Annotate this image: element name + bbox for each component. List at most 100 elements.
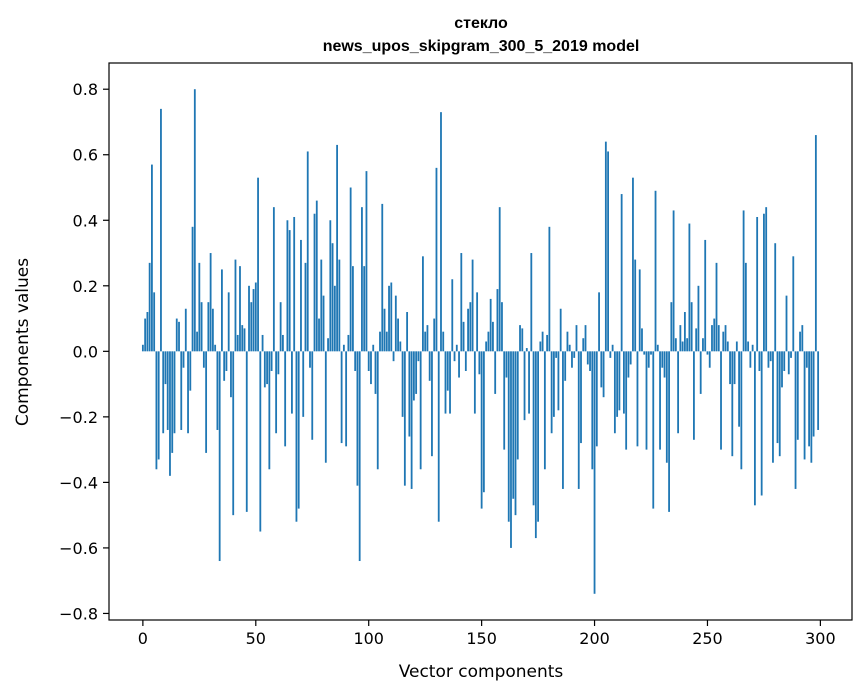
y-tick-label: 0.8 <box>73 80 98 99</box>
bar <box>645 351 648 450</box>
bar <box>318 318 320 352</box>
bar <box>248 285 250 352</box>
bar <box>724 325 727 352</box>
bar <box>580 351 582 444</box>
x-tick-label: 50 <box>246 629 266 648</box>
bar <box>266 351 268 385</box>
bar <box>322 295 325 352</box>
bar <box>347 334 350 352</box>
bar <box>501 302 503 352</box>
bar <box>144 318 147 352</box>
bar <box>781 351 783 388</box>
bar <box>464 351 467 371</box>
bar <box>589 351 591 371</box>
bar <box>760 351 763 496</box>
bar <box>485 341 488 352</box>
bar <box>263 351 266 388</box>
bar <box>169 351 171 476</box>
bar <box>189 351 192 391</box>
bar <box>715 262 718 352</box>
bar <box>157 351 160 460</box>
bar <box>595 351 598 447</box>
bar <box>681 341 684 352</box>
bar <box>751 344 754 352</box>
bar <box>763 213 765 352</box>
bar <box>367 351 370 371</box>
bar <box>512 351 515 499</box>
bar <box>575 325 578 352</box>
bar <box>455 344 458 352</box>
bar <box>586 351 589 365</box>
bar <box>297 351 300 509</box>
bar <box>654 190 657 352</box>
bar <box>426 325 429 352</box>
x-tick-label: 150 <box>466 629 497 648</box>
bar <box>742 210 745 352</box>
bar <box>218 351 221 562</box>
bar <box>390 282 393 352</box>
bar <box>397 318 399 352</box>
bar <box>623 351 625 414</box>
bar <box>207 302 210 352</box>
bar <box>543 351 546 470</box>
bar <box>352 266 354 352</box>
bar <box>460 253 463 352</box>
bar <box>379 331 381 352</box>
bar <box>530 253 533 352</box>
bar <box>726 341 729 352</box>
bar <box>361 207 363 352</box>
bar <box>187 351 189 434</box>
bar <box>634 259 637 352</box>
bar <box>548 226 551 352</box>
bar <box>146 312 149 352</box>
bar <box>790 351 792 358</box>
bar <box>336 144 338 352</box>
x-tick-label: 300 <box>805 629 836 648</box>
bar <box>286 220 289 352</box>
y-tick-label: −0.4 <box>59 473 98 492</box>
bar <box>534 351 537 539</box>
bar <box>295 351 298 522</box>
bar <box>539 341 542 352</box>
bar <box>422 256 424 352</box>
bar <box>686 338 689 352</box>
bar <box>162 351 165 434</box>
bar <box>394 295 397 352</box>
bar <box>756 216 759 352</box>
bar <box>740 351 743 470</box>
bar <box>778 351 781 457</box>
bar <box>812 351 815 437</box>
bar <box>607 151 609 352</box>
bar <box>440 112 442 352</box>
bar <box>227 292 230 352</box>
bar <box>494 351 497 394</box>
bar <box>406 312 409 352</box>
bar <box>480 351 483 509</box>
bar <box>304 262 307 352</box>
bar <box>254 282 257 352</box>
bar <box>566 331 569 352</box>
bar <box>604 141 607 352</box>
bar <box>774 243 777 352</box>
bar <box>173 351 176 434</box>
bar <box>403 351 406 486</box>
bar <box>672 210 675 352</box>
bar <box>810 351 813 463</box>
bar <box>284 351 287 447</box>
bar <box>164 351 167 385</box>
bar <box>650 351 652 355</box>
bar <box>151 164 153 352</box>
bar <box>433 318 436 352</box>
bar <box>647 351 650 368</box>
bar <box>690 302 693 352</box>
bar <box>462 321 465 352</box>
x-axis: 0 50 100 150 200 250 300 <box>138 620 836 648</box>
bar <box>765 207 768 352</box>
bar <box>663 351 666 378</box>
bar <box>259 351 262 532</box>
bar <box>803 351 806 460</box>
bar <box>329 220 332 352</box>
bar <box>399 341 402 352</box>
bar <box>239 266 241 352</box>
